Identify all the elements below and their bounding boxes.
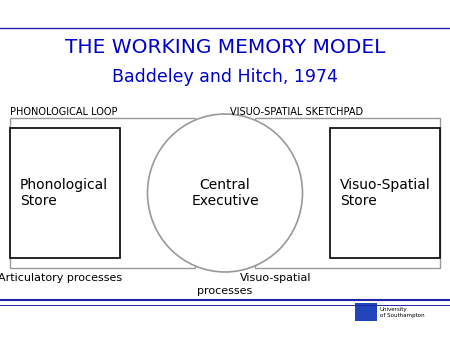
Text: University
of Southampton: University of Southampton	[380, 307, 425, 318]
Text: VISUO-SPATIAL SKETCHPAD: VISUO-SPATIAL SKETCHPAD	[230, 107, 363, 117]
Text: Visuo-Spatial
Store: Visuo-Spatial Store	[340, 178, 431, 208]
Bar	[10, 128, 120, 258]
Text: THE WORKING MEMORY MODEL: THE WORKING MEMORY MODEL	[65, 38, 385, 57]
Ellipse shape	[148, 114, 302, 272]
Text: Baddeley and Hitch, 1974: Baddeley and Hitch, 1974	[112, 68, 338, 86]
Text: Visuo-spatial: Visuo-spatial	[240, 273, 311, 283]
Bar	[10, 118, 195, 268]
Text: PHONOLOGICAL LOOP: PHONOLOGICAL LOOP	[10, 107, 117, 117]
Bar	[355, 303, 377, 321]
Text: Articulatory processes: Articulatory processes	[0, 273, 122, 283]
Text: Phonological
Store: Phonological Store	[20, 178, 108, 208]
Text: processes: processes	[198, 286, 252, 296]
Bar	[330, 128, 440, 258]
Bar	[255, 118, 440, 268]
Text: Central
Executive: Central Executive	[191, 178, 259, 208]
